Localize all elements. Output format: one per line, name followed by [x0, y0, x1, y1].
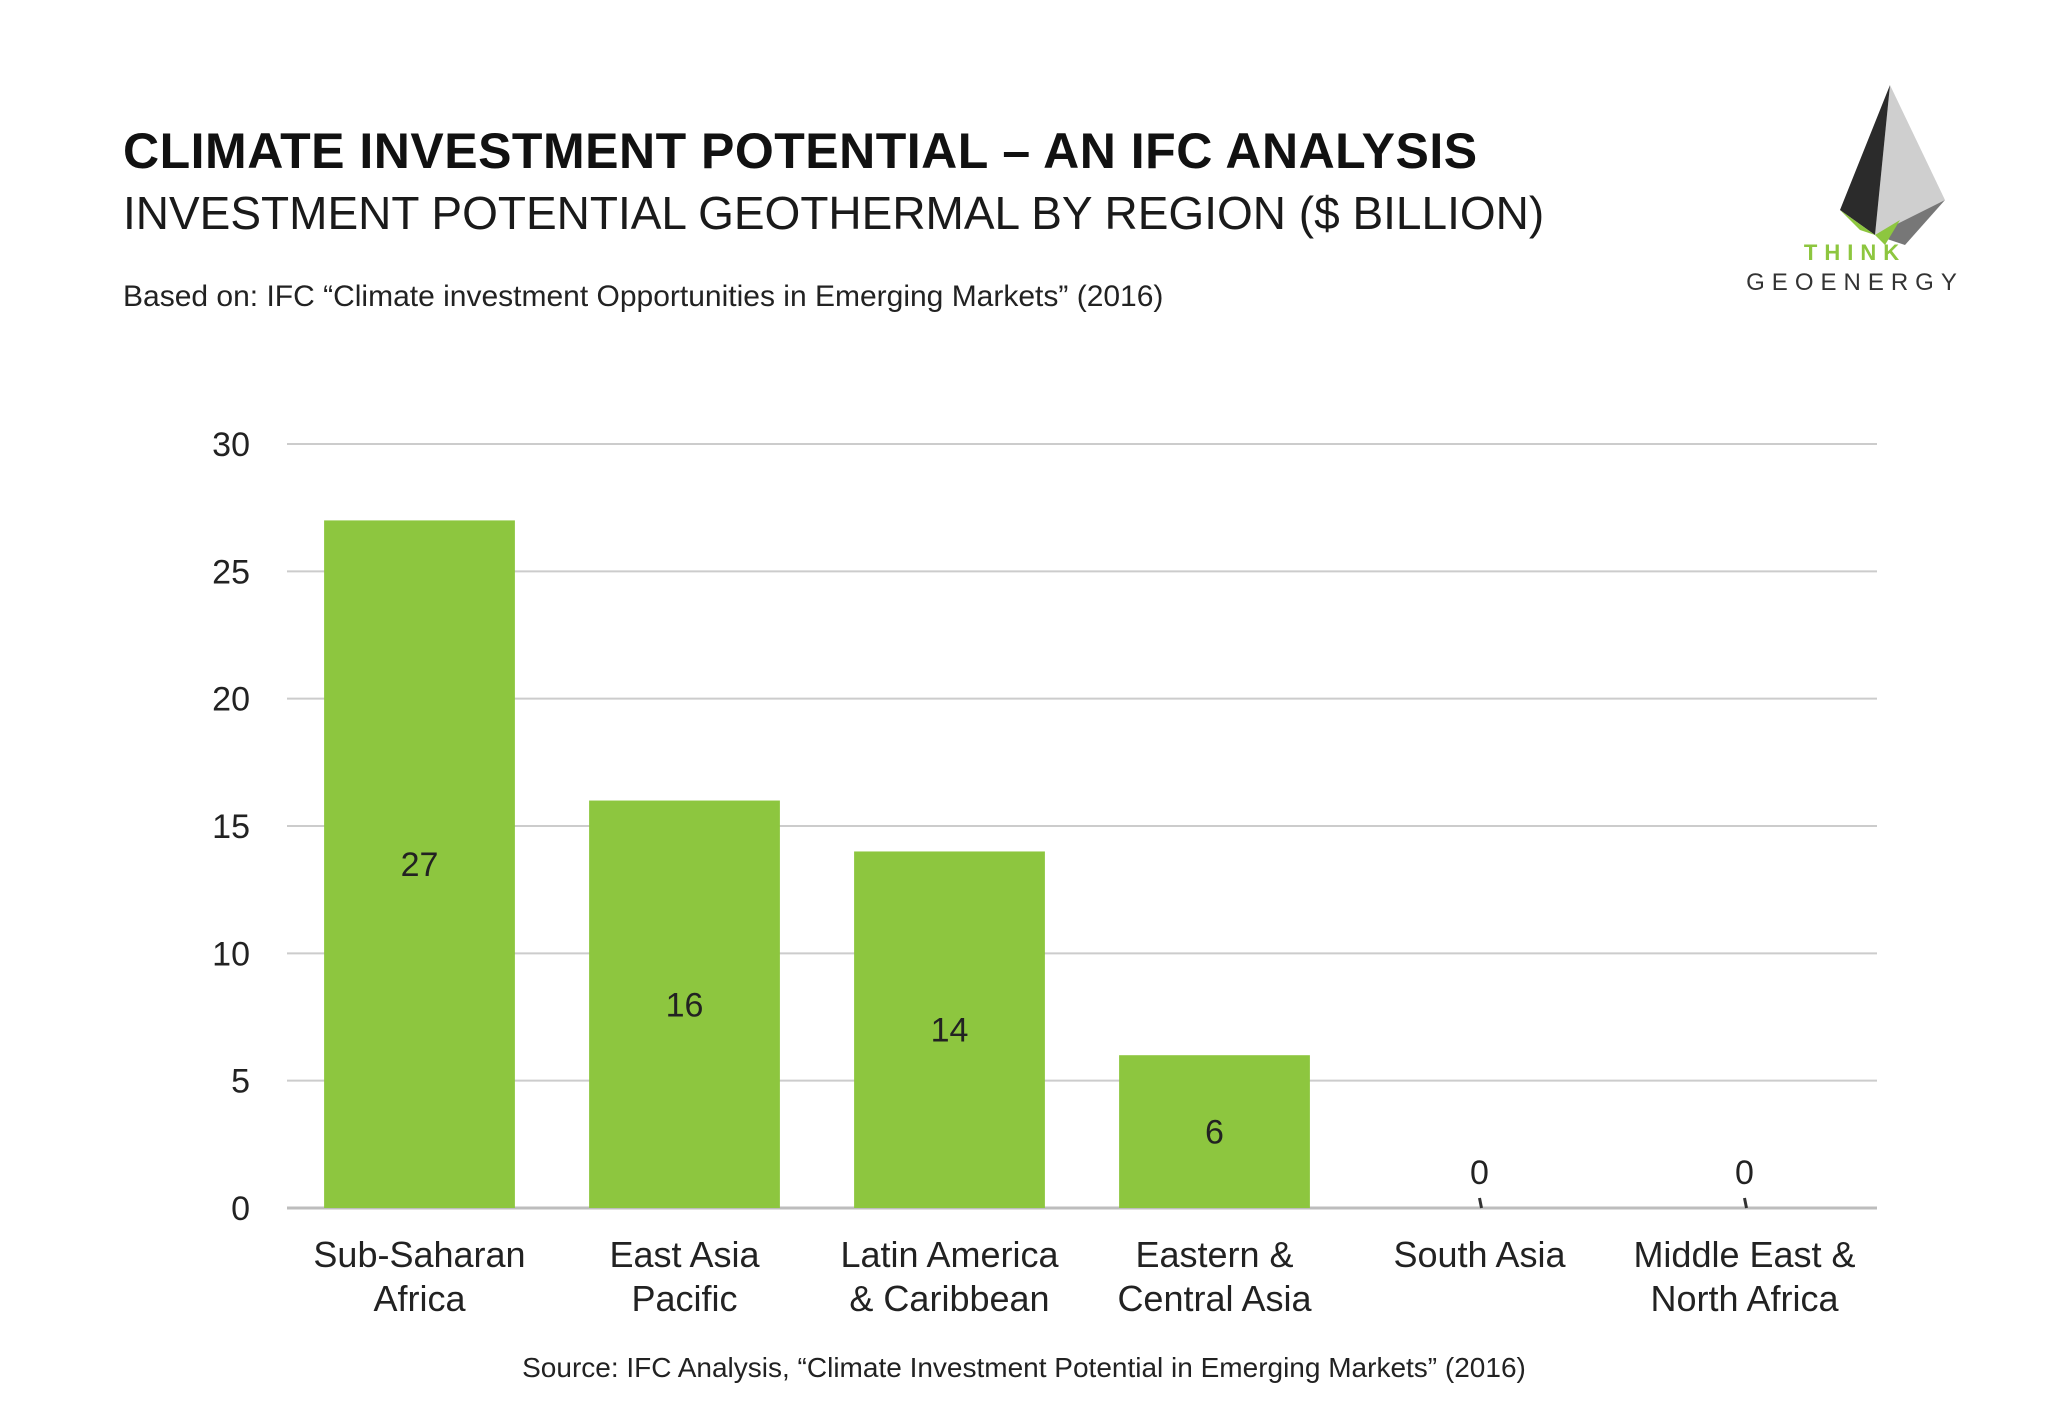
zero-bar-marker [1743, 1197, 1748, 1209]
data-label: 16 [666, 986, 704, 1024]
category-label: North Africa [1650, 1278, 1839, 1319]
y-tick-label: 30 [212, 426, 250, 464]
source-note: Source: IFC Analysis, “Climate Investmen… [522, 1352, 1526, 1383]
logo-shape-green [1840, 210, 1875, 235]
category-label: Latin America [840, 1234, 1059, 1275]
category-label: South Asia [1393, 1234, 1566, 1275]
bar [1119, 1055, 1310, 1208]
category-label: Sub-Saharan [313, 1234, 525, 1275]
based-on-note: Based on: IFC “Climate investment Opport… [123, 280, 1164, 313]
data-labels: 27 16 14 6 0 0 [401, 846, 1754, 1192]
category-label: Middle East & [1633, 1234, 1855, 1275]
data-label: 27 [401, 846, 439, 884]
logo-shape-green-2 [1875, 220, 1900, 245]
y-tick-label: 5 [231, 1063, 250, 1101]
category-label: Pacific [631, 1278, 737, 1319]
chart-title: CLIMATE INVESTMENT POTENTIAL – AN IFC AN… [123, 123, 1478, 179]
bars [324, 520, 1748, 1209]
logo-think-text: THINK [1803, 240, 1907, 265]
y-tick-label: 10 [212, 935, 250, 973]
data-label: 14 [931, 1012, 969, 1050]
chart-subtitle: INVESTMENT POTENTIAL GEOTHERMAL BY REGIO… [123, 187, 1545, 239]
y-tick-label: 20 [212, 681, 250, 719]
data-label: 0 [1470, 1154, 1489, 1192]
think-geoenergy-logo [1840, 85, 1945, 245]
data-label: 6 [1205, 1114, 1224, 1152]
bar [589, 800, 780, 1208]
bar [324, 520, 515, 1208]
y-tick-label: 15 [212, 808, 250, 846]
y-tick-label: 0 [231, 1190, 250, 1228]
category-label: Eastern & [1135, 1234, 1293, 1275]
logo-geoenergy-text: GEOENERGY [1746, 269, 1964, 296]
logo-shape-dark [1840, 85, 1890, 235]
zero-bar-marker [1478, 1197, 1483, 1209]
logo-shape-mid [1875, 200, 1945, 245]
grid-lines [287, 443, 1877, 1210]
y-tick-label: 25 [212, 553, 250, 591]
category-label: Africa [373, 1278, 466, 1319]
y-axis-ticks: 0 5 10 15 20 25 30 [212, 426, 250, 1228]
category-label: Central Asia [1117, 1278, 1312, 1319]
category-label: East Asia [609, 1234, 760, 1275]
logo-shape-light [1875, 85, 1945, 235]
category-label: & Caribbean [849, 1278, 1049, 1319]
data-label: 0 [1735, 1154, 1754, 1192]
bar [854, 851, 1045, 1208]
